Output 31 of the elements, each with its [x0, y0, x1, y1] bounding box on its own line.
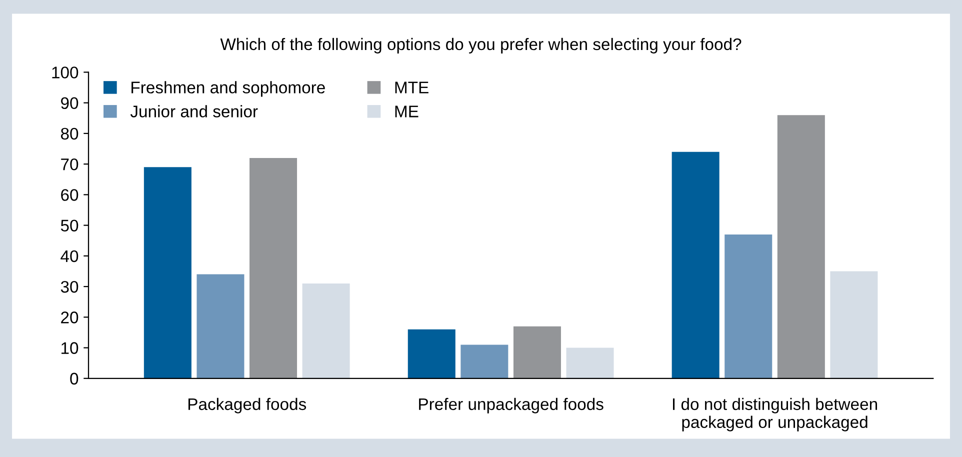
bar	[724, 234, 772, 378]
bar	[460, 344, 508, 378]
bar	[250, 158, 298, 378]
y-tick-label: 10	[62, 342, 78, 354]
chart-title: Which of the following options do you prefer when selecting your food?	[220, 38, 742, 54]
bar	[672, 152, 720, 378]
legend-label: Junior and senior	[130, 105, 258, 118]
bar	[196, 274, 244, 378]
bar	[830, 271, 878, 378]
legend-label: MTE	[395, 82, 428, 94]
bar	[513, 326, 561, 378]
bar	[408, 329, 456, 378]
x-tick-label: Prefer unpackaged foods	[419, 398, 604, 414]
legend-label: ME	[395, 106, 418, 118]
y-tick-label: 0	[70, 372, 78, 385]
y-tick-label: 50	[60, 220, 78, 232]
y-tick-label: 40	[60, 250, 78, 262]
x-tick-label: Packaged foods	[188, 398, 306, 414]
y-tick-label: 70	[61, 158, 78, 170]
bar	[144, 167, 192, 378]
y-tick-label: 90	[61, 97, 78, 110]
x-tick-label: I do not distinguish between packaged or unpackaged	[673, 398, 878, 432]
bar	[566, 348, 614, 378]
legend-label: Freshmen and sophomore	[132, 81, 325, 97]
y-tick-label: 20	[61, 312, 78, 324]
bar	[302, 283, 350, 378]
y-tick-label: 80	[60, 128, 78, 140]
y-tick-label: 30	[60, 280, 78, 293]
y-tick-label: 60	[61, 189, 78, 201]
bar	[777, 115, 825, 378]
y-tick-label: 100	[52, 66, 78, 78]
